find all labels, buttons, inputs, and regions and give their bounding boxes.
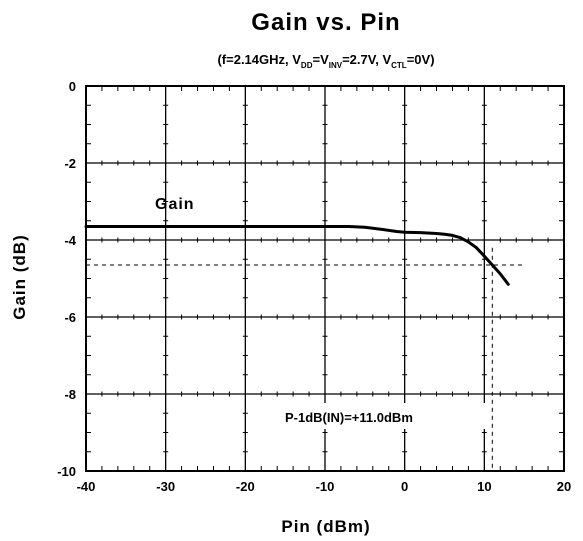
y-tick-label: -4 — [64, 233, 76, 248]
chart-subtitle: (f=2.14GHz, VDD=VINV=2.7V, VCTL=0V) — [217, 52, 434, 70]
x-tick-label: -20 — [236, 479, 255, 494]
series-group — [84, 225, 510, 286]
x-tick-label: -40 — [77, 479, 96, 494]
x-tick-labels: -40 -30 -20 -10 0 10 20 — [77, 479, 572, 494]
x-tick-label: 0 — [401, 479, 408, 494]
y-tick-label: -2 — [64, 156, 76, 171]
x-tick-label: 10 — [477, 479, 491, 494]
y-axis-label: Gain (dB) — [10, 234, 29, 320]
y-tick-label: 0 — [69, 79, 76, 94]
x-tick-label: -10 — [316, 479, 335, 494]
y-tick-label: -10 — [57, 464, 76, 479]
y-tick-label: -6 — [64, 310, 76, 325]
y-tick-labels: 0 -2 -4 -6 -8 -10 — [57, 79, 77, 479]
x-tick-label: 20 — [557, 479, 571, 494]
chart-title: Gain vs. Pin — [251, 9, 400, 36]
y-tick-label: -8 — [64, 387, 76, 402]
plot-frame — [85, 85, 565, 472]
p1db-reference-lines — [86, 247, 525, 471]
p1db-annotation: P-1dB(IN)=+11.0dBm — [285, 410, 413, 425]
p1db-label-background — [278, 403, 488, 429]
x-tick-label: -30 — [156, 479, 175, 494]
series-label-gain: Gain — [155, 196, 195, 213]
series-line-gain — [84, 225, 510, 286]
x-axis-label: Pin (dBm) — [281, 517, 370, 536]
